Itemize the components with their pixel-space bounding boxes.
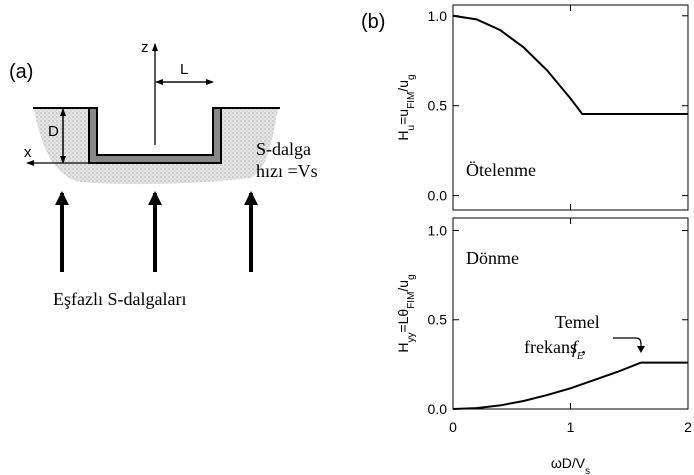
l-label: L [180, 61, 188, 78]
annotation-part: E [576, 351, 583, 362]
y-axis-label-part: /u [395, 80, 411, 92]
wave-speed-text: hızı =Vs [256, 161, 318, 181]
caption: Eşfazlı S-dalgaları [53, 289, 186, 309]
x-axis-label: ωD/Vs [551, 455, 590, 475]
annotation: Temel [555, 312, 600, 332]
y-axis-label: Hu=uFIM/ug [395, 74, 417, 140]
y-axis-label-part: yy [406, 333, 417, 343]
y-tick-label: 1.0 [428, 8, 448, 24]
y-axis-label-part: /u [395, 280, 411, 292]
y-tick-label: 0.5 [428, 312, 448, 328]
d-label: D [48, 123, 59, 140]
x-axis-label-part: s [585, 466, 590, 475]
z-label: z [141, 39, 149, 56]
data-line [452, 361, 688, 410]
x-tick-label: 2 [684, 419, 692, 435]
y-axis-label-part: g [406, 274, 417, 280]
panel-label: (a) [9, 61, 33, 83]
y-axis-label-part: =Lθ [395, 309, 411, 333]
x-label: x [24, 144, 32, 161]
y-axis-label-part: FIM [406, 292, 417, 309]
panel-a: (a) z L D x S-dalga hızı =Vs Eşfazlı S-d… [9, 39, 318, 309]
y-axis-label: Hyy=LθFIM/ug [395, 274, 417, 352]
soil [34, 109, 278, 185]
y-tick-label: 0.5 [428, 98, 448, 114]
annotation-arrow [613, 337, 642, 350]
y-tick-label: 0.0 [428, 188, 448, 204]
y-axis-label-part: u [406, 125, 417, 131]
annotation: fE [572, 337, 583, 362]
annotation-part: f [572, 337, 580, 357]
data-line [452, 14, 688, 115]
y-tick-label: 0.0 [428, 401, 448, 417]
annotation: Dönme [466, 248, 519, 268]
annotation: frekans , [524, 337, 586, 357]
y-axis-label-part: FIM [406, 92, 417, 109]
annotation-arrow-head [637, 346, 645, 353]
panel-label: (b) [361, 11, 385, 33]
annotation: Ötelenme [466, 160, 536, 180]
y-axis-label-part: g [406, 74, 417, 80]
x-tick-label: 1 [567, 419, 575, 435]
x-axis-label-part: ωD/V [551, 455, 586, 471]
x-tick-label: 0 [449, 419, 457, 435]
y-axis-label-part: H [395, 343, 411, 353]
wave-speed-text: S-dalga [256, 139, 311, 159]
foundation [88, 107, 222, 164]
y-axis-label-part: =u [395, 109, 411, 125]
y-axis-label-part: H [395, 130, 411, 140]
y-tick-label: 1.0 [428, 222, 448, 238]
